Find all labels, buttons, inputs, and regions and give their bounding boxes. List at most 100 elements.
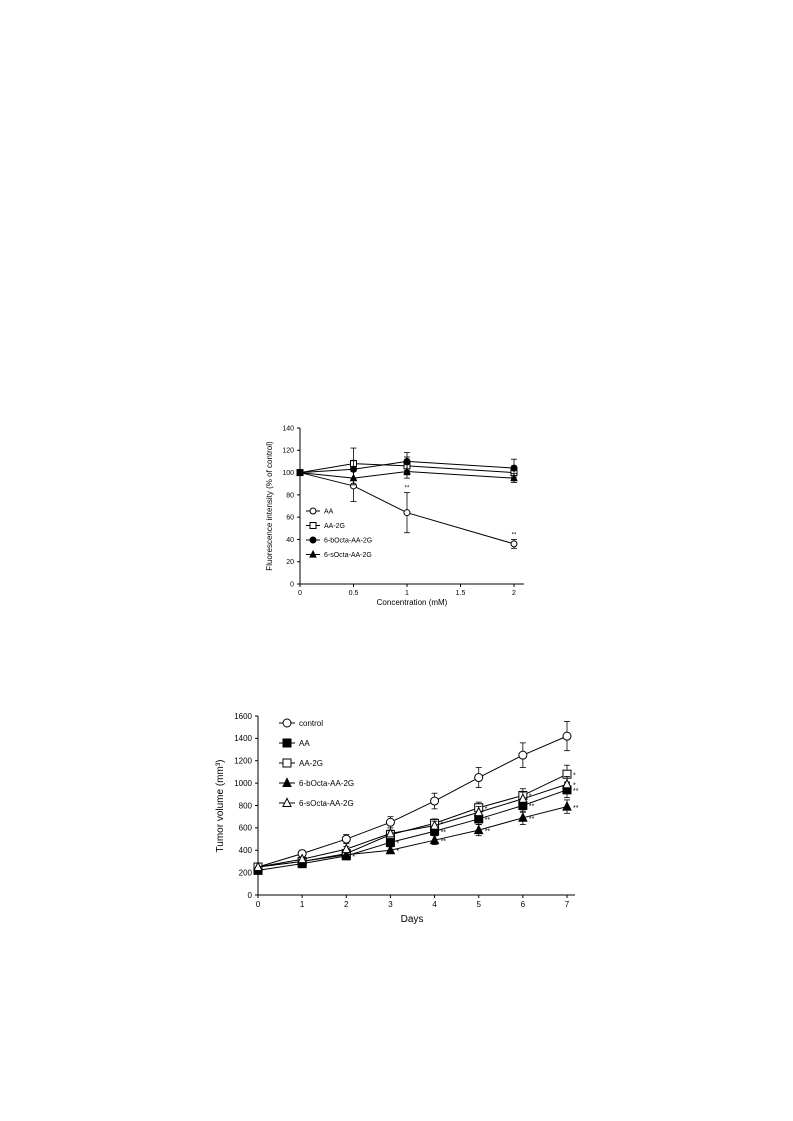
c2-legend-item-3: AA-2G	[279, 758, 323, 768]
c1-y-tick-label: 140	[282, 425, 294, 432]
c2-data-point	[341, 849, 352, 859]
c2-data-point	[385, 844, 396, 855]
c1-legend-item-4: 6-sOcta-AA-2G	[306, 549, 372, 559]
c2-series-group: ************************	[253, 721, 579, 875]
c1-series-line	[299, 463, 515, 474]
c1-legend: AA AA-2G 6-bOcta-AA-2G 6-sOcta-AA-2G	[306, 507, 372, 559]
c1-x-tick-label: 0.5	[349, 590, 359, 597]
c2-legend-label: 6-sOcta-AA-2G	[299, 799, 354, 808]
c1-x-tick-label: 1.5	[456, 590, 466, 597]
c1-series-line	[299, 472, 515, 545]
c2-significance-label: *	[573, 772, 576, 779]
c2-series-line	[257, 735, 568, 868]
c2-legend-label: AA	[299, 739, 310, 748]
c2-data-point	[562, 731, 572, 741]
c2-legend-marker	[282, 718, 292, 728]
c1-x-tick-label: 1	[405, 590, 409, 597]
c2-data-point	[429, 819, 440, 830]
c2-legend-marker	[282, 797, 292, 807]
c1-data-point	[296, 467, 304, 476]
c1-y-tick-label: 80	[286, 492, 294, 499]
c2-significance-label: *	[396, 848, 399, 855]
c2-data-point	[474, 773, 484, 783]
c1-x-axis-label: Concentration (mM)	[377, 598, 448, 607]
c1-legend-item-2: AA-2G	[306, 522, 345, 530]
c2-significance-label: **	[529, 816, 535, 823]
c2-data-point	[429, 834, 440, 845]
c2-significance-label: **	[485, 817, 491, 824]
c2-x-tick-label: 3	[388, 900, 393, 909]
c2-legend-label: AA-2G	[299, 759, 323, 768]
c1-y-tick-label: 40	[286, 537, 294, 544]
c2-legend-label: control	[299, 719, 323, 728]
c2-x-tick-label: 5	[476, 900, 481, 909]
c1-legend-item-1: AA	[306, 507, 334, 515]
c2-y-tick-label: 1000	[234, 779, 252, 788]
c1-y-tick-label: 100	[282, 470, 294, 477]
c1-data-point	[403, 509, 411, 517]
c1-data-point	[510, 473, 518, 482]
c2-x-tick-label: 7	[565, 900, 570, 909]
c1-x-tick-label: 2	[512, 590, 516, 597]
c1-series-4	[296, 464, 518, 486]
c1-legend-label: AA-2G	[324, 523, 345, 530]
c2-data-point	[430, 796, 440, 806]
c2-significance-label: *	[352, 854, 355, 861]
c2-data-point	[341, 834, 351, 844]
c2-data-point	[518, 750, 528, 760]
c2-significance-label: **	[441, 829, 447, 836]
c2-legend-marker	[282, 777, 292, 787]
c1-y-tick-label: 120	[282, 448, 294, 455]
c2-legend-item-2: AA	[279, 738, 310, 748]
c2-series-4: *********	[253, 799, 579, 871]
c1-legend-label: 6-bOcta-AA-2G	[324, 537, 372, 544]
c2-data-point	[518, 812, 528, 822]
c2-y-tick-label: 600	[239, 824, 253, 833]
c2-data-point	[297, 853, 307, 864]
c1-legend-marker	[309, 536, 317, 544]
c2-significance-label: **	[441, 838, 447, 845]
c1-series-line	[299, 470, 515, 479]
c1-y-axis-label: Fluorescence intensity (% of control)	[265, 441, 274, 571]
c2-y-tick-label: 200	[239, 868, 253, 877]
c2-data-point	[518, 793, 528, 803]
c2-data-point	[341, 843, 352, 854]
c2-significance-label: **	[573, 788, 579, 795]
c2-legend-marker	[282, 738, 292, 748]
c2-x-tick-label: 4	[432, 900, 437, 909]
c1-legend-label: AA	[324, 508, 334, 515]
c2-y-tick-label: 1400	[234, 734, 252, 743]
c1-data-point	[510, 464, 518, 472]
c2-y-tick-label: 1200	[234, 757, 252, 766]
c1-y-tick-label: 60	[286, 515, 294, 522]
c2-legend-label: 6-bOcta-AA-2G	[299, 779, 354, 788]
c2-y-axis-label: Tumor volume (mm³)	[215, 760, 226, 853]
c2-data-point	[253, 861, 263, 871]
c2-x-tick-label: 6	[521, 900, 526, 909]
c1-series-line	[299, 460, 515, 474]
c2-significance-label: *	[573, 782, 576, 789]
c1-legend-marker	[309, 507, 317, 515]
c1-legend-label: 6-sOcta-AA-2G	[324, 552, 372, 559]
c2-data-point	[562, 778, 572, 789]
c2-legend-item-4: 6-bOcta-AA-2G	[279, 777, 354, 788]
c1-x-tick-label: 0	[298, 590, 302, 597]
c1-data-point	[403, 466, 411, 475]
c1-legend-marker	[309, 522, 317, 529]
c2-data-point	[562, 800, 572, 811]
c2-significance-label: **	[573, 805, 579, 812]
c1-y-tick-label: 20	[286, 559, 294, 566]
c2-significance-label: **	[529, 804, 535, 811]
c2-legend-marker	[282, 758, 292, 768]
c2-legend: control AA AA-2G 6-bOcta-AA-2G 6-sOcta-AA-2G	[279, 718, 354, 808]
c2-data-point	[473, 824, 484, 835]
c2-legend-item-1: control	[279, 718, 323, 728]
c1-legend-marker	[309, 549, 317, 558]
c1-data-point	[510, 540, 518, 548]
c2-y-tick-label: 0	[248, 891, 253, 900]
c2-x-axis-label: Days	[401, 914, 424, 925]
c2-legend-item-5: 6-sOcta-AA-2G	[279, 797, 354, 808]
